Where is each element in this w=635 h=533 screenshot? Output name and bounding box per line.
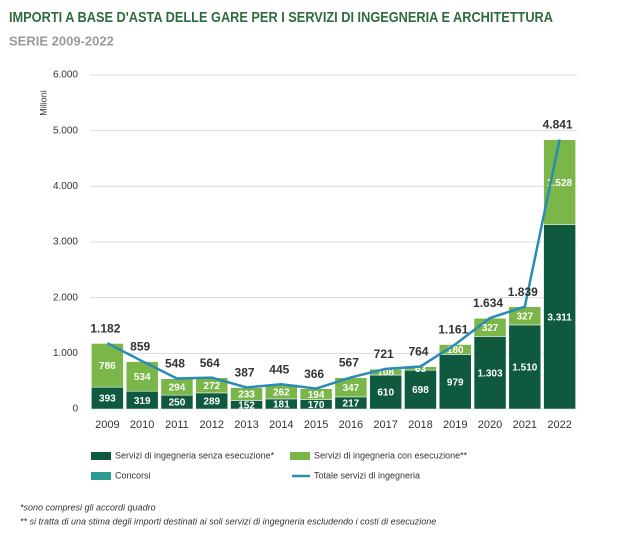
x-tick-label: 2009 (95, 419, 119, 431)
total-label: 1.634 (473, 296, 503, 310)
x-tick-label: 2010 (130, 419, 154, 431)
total-label: 859 (130, 339, 150, 353)
y-tick-label: 2.000 (53, 292, 78, 303)
value-label: 294 (169, 383, 186, 394)
value-label: 979 (447, 377, 464, 388)
y-tick-label: 0 (72, 404, 78, 415)
value-label: 289 (203, 397, 220, 408)
value-label: 108 (377, 368, 394, 379)
value-label: 181 (273, 400, 290, 411)
y-tick-label: 4.000 (53, 181, 78, 192)
bar-segment (543, 224, 576, 410)
value-label: 1.303 (478, 368, 503, 379)
bar-segment (473, 336, 507, 410)
value-label: 233 (238, 390, 255, 401)
total-label: 387 (235, 366, 255, 380)
footnote: *sono compresi gli accordi quadro (20, 502, 156, 512)
total-line (106, 139, 561, 390)
x-tick-label: 2016 (339, 419, 363, 431)
total-label: 1.182 (90, 321, 120, 335)
bar-segment (543, 139, 576, 225)
value-label: 194 (308, 390, 325, 401)
total-label: 721 (374, 347, 394, 361)
x-tick-label: 2012 (200, 419, 224, 431)
x-tick-label: 2020 (478, 419, 502, 431)
total-label: 4.841 (543, 118, 573, 132)
legend-label: Servizi di ingegneria senza esecuzione* (115, 450, 275, 460)
value-label: 319 (134, 396, 151, 407)
bar-segment (369, 374, 402, 410)
y-tick-label: 1.000 (53, 348, 78, 359)
x-tick-label: 2022 (547, 419, 571, 431)
total-label: 564 (200, 356, 220, 370)
chart-subtitle: SERIE 2009-2022 (9, 33, 114, 48)
value-label: 1.528 (547, 178, 572, 189)
legend-swatch (91, 452, 111, 460)
value-label: 393 (99, 394, 116, 405)
value-label: 217 (343, 399, 360, 410)
total-label: 764 (408, 345, 428, 359)
value-label: 698 (412, 385, 429, 396)
x-tick-label: 2021 (513, 419, 537, 431)
value-label: 610 (377, 388, 394, 399)
total-label: 567 (339, 356, 359, 370)
total-label: 548 (165, 357, 185, 371)
value-label: 170 (308, 400, 325, 411)
legend-swatch (91, 472, 111, 480)
x-tick-label: 2018 (408, 419, 432, 431)
total-label: 445 (269, 362, 289, 376)
x-tick-label: 2015 (304, 419, 328, 431)
total-label: 1.161 (438, 323, 468, 337)
value-label: 786 (99, 361, 116, 372)
value-label: 152 (238, 400, 255, 411)
x-tick-label: 2017 (373, 419, 397, 431)
bar-segment (439, 354, 472, 410)
y-tick-label: 5.000 (53, 125, 78, 136)
y-tick-label: 6.000 (53, 70, 78, 81)
y-tick-label: 3.000 (53, 237, 78, 248)
x-tick-label: 2014 (269, 419, 293, 431)
footnote: ** si tratta di una stima degli importi … (20, 516, 436, 526)
bar-segment (404, 369, 437, 410)
total-label: 366 (304, 367, 324, 381)
legend-label: Totale servizi di ingegneria (314, 470, 420, 480)
legend-label: Servizi di ingegneria con esecuzione** (314, 450, 468, 460)
value-label: 327 (516, 311, 533, 322)
total-label: 1.839 (508, 285, 538, 299)
y-axis-label: Milioni (38, 90, 48, 116)
value-label: 1.510 (512, 363, 537, 374)
value-label: 534 (134, 372, 151, 383)
x-tick-label: 2013 (234, 419, 258, 431)
value-label: 272 (203, 381, 220, 392)
value-label: 250 (169, 398, 186, 409)
legend-label: Concorsi (115, 470, 151, 480)
bar-segment (91, 343, 124, 388)
value-label: 63 (415, 364, 427, 375)
value-label: 180 (447, 345, 464, 356)
value-label: 347 (343, 383, 360, 394)
value-label: 262 (273, 387, 290, 398)
chart-title: IMPORTI A BASE D'ASTA DELLE GARE PER I S… (9, 9, 553, 26)
x-tick-label: 2011 (165, 419, 189, 431)
x-tick-label: 2019 (443, 419, 467, 431)
bar-segment (508, 324, 542, 410)
value-label: 3.311 (547, 312, 572, 323)
legend-swatch (290, 452, 310, 460)
value-label: 327 (482, 323, 499, 334)
